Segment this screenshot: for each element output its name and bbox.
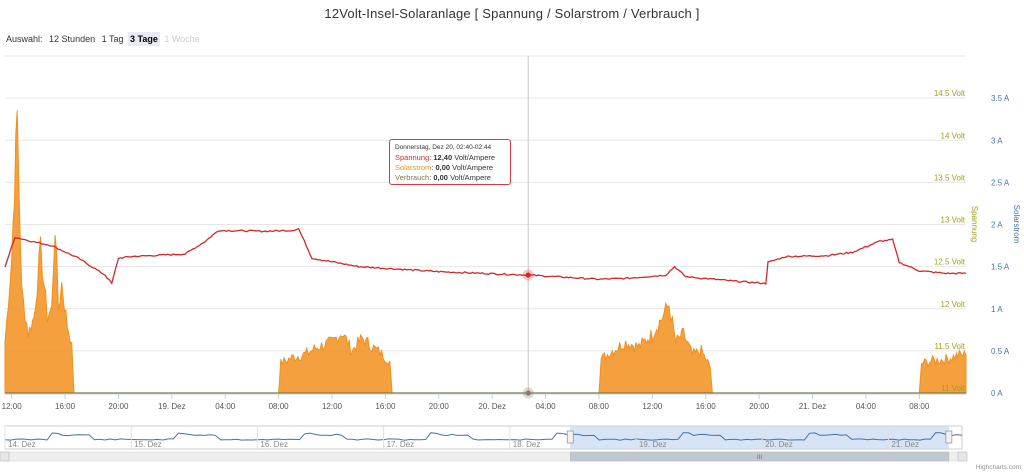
x-tick-label: 12:00 <box>642 402 663 411</box>
x-tick-label: 16:00 <box>696 402 717 411</box>
scrollbar-left-arrow <box>0 451 10 462</box>
tooltip-series-name: Spannung <box>395 153 430 162</box>
range-button-1w[interactable]: 1 Woche <box>164 34 200 44</box>
y-tick-label-volt: 12.5 Volt <box>934 258 966 267</box>
scrollbar-thumb <box>569 451 950 462</box>
navigator[interactable]: 14. Dez 15. Dez 16. Dez 17. Dez 18. Dez 19. D… <box>0 425 968 462</box>
tooltip-header: Donnerstag, Dez 20, 02:40-02:44 <box>395 144 492 151</box>
y-tick-label-ampere: 1.5 A <box>991 263 1010 272</box>
navigator-label: 19. Dez <box>639 440 667 449</box>
y-tick-label-volt: 13.5 Volt <box>934 173 966 182</box>
tooltip: Donnerstag, Dez 20, 02:40-02:44 Spannung… <box>389 139 511 185</box>
credits-link[interactable]: Highcharts.com <box>975 464 1021 471</box>
solarstrom-area <box>598 301 713 394</box>
axes: 11 Volt 11.5 Volt 12 Volt 12.5 Volt 13 Volt 1… <box>2 89 1021 411</box>
navigator-label: 20. Dez <box>765 440 793 449</box>
y-tick-label-ampere: 2.5 A <box>991 178 1010 187</box>
navigator-series <box>4 432 963 441</box>
x-tick-label: 04:00 <box>856 402 877 411</box>
x-tick-label: 20. Dez <box>478 402 506 411</box>
tooltip-series-name: Verbrauch <box>395 173 430 182</box>
tooltip-unit: Volt/Ampere <box>450 173 491 182</box>
solarstrom-area <box>918 348 967 394</box>
x-tick-label: 08:00 <box>269 402 290 411</box>
tooltip-unit: Volt/Ampere <box>452 163 493 172</box>
navigator-selection <box>570 426 949 449</box>
navigator-label: 15. Dez <box>134 440 162 449</box>
x-tick-label: 12:00 <box>2 402 23 411</box>
scrollbar-grip: III <box>757 455 762 461</box>
navigator-handle <box>566 430 574 444</box>
x-tick-label: 21. Dez <box>799 402 827 411</box>
x-tick-label: 16:00 <box>375 402 396 411</box>
y-tick-label-volt: 11 Volt <box>941 384 966 393</box>
tooltip-row-spannung: Spannung: 12,40 Volt/Ampere <box>395 153 496 162</box>
y-tick-label-volt: 13 Volt <box>941 216 966 225</box>
tooltip-row-solarstrom: Solarstrom: 0,00 Volt/Ampere <box>395 163 493 172</box>
navigator-handle <box>945 430 953 444</box>
navigator-label: 14. Dez <box>8 440 36 449</box>
tooltip-series-name: Solarstrom <box>395 163 432 172</box>
navigator-label: 18. Dez <box>513 440 541 449</box>
solarstrom-area <box>4 110 75 394</box>
range-selector-label: Auswahl: <box>6 34 43 44</box>
tooltip-row-verbrauch: Verbrauch: 0,00 Volt/Ampere <box>395 173 491 182</box>
tooltip-unit: Volt/Ampere <box>454 153 496 162</box>
x-tick-label: 16:00 <box>55 402 76 411</box>
navigator-label: 21. Dez <box>891 440 919 449</box>
y-tick-label-ampere: 3 A <box>991 136 1003 145</box>
spannung-hover-marker <box>525 272 531 278</box>
x-tick-label: 04:00 <box>536 402 557 411</box>
y-tick-label-volt: 14 Volt <box>941 131 966 140</box>
x-tick-label: 08:00 <box>589 402 610 411</box>
chart-title: 12Volt-Insel-Solaranlage [ Spannung / So… <box>324 6 700 21</box>
series-line-layer <box>4 227 967 394</box>
x-tick-label: 19. Dez <box>158 402 186 411</box>
x-tick-label: 08:00 <box>909 402 930 411</box>
tooltip-series-value: 12,40 <box>433 153 453 162</box>
range-button-1d[interactable]: 1 Tag <box>101 34 124 44</box>
y-tick-label-ampere: 1 A <box>991 305 1003 314</box>
spannung-line <box>4 227 967 286</box>
grid <box>5 55 966 394</box>
solarstrom-area <box>278 333 393 394</box>
range-selector: Auswahl: 12 Stunden 1 Tag 3 Tage 1 Woche <box>6 32 202 46</box>
x-tick-label: 20:00 <box>749 402 770 411</box>
solarstrom-area-layer <box>4 110 967 394</box>
x-tick-label: 20:00 <box>429 402 450 411</box>
y-tick-label-volt: 11.5 Volt <box>934 342 965 351</box>
scrollbar-right-arrow <box>957 451 968 462</box>
range-button-3d[interactable]: 3 Tage <box>127 32 160 46</box>
y-tick-label-ampere: 0 A <box>991 389 1003 398</box>
y-tick-label-volt: 14.5 Volt <box>934 89 966 98</box>
x-tick-label: 20:00 <box>108 402 129 411</box>
navigator-label: 16. Dez <box>260 440 288 449</box>
crosshair <box>522 56 534 399</box>
x-tick-label: 04:00 <box>215 402 236 411</box>
y-tick-label-ampere: 3.5 A <box>991 94 1010 103</box>
x-tick-label: 12:00 <box>322 402 343 411</box>
tooltip-series-value: 0,00 <box>435 163 451 172</box>
range-button-12h[interactable]: 12 Stunden <box>49 34 96 44</box>
y-tick-label-volt: 12 Volt <box>941 300 966 309</box>
y-tick-label-ampere: 0.5 A <box>991 347 1010 356</box>
y-axis-title-spannung: Spannung <box>970 206 979 242</box>
tooltip-series-value: 0,00 <box>433 173 448 182</box>
y-tick-label-ampere: 2 A <box>991 221 1003 230</box>
y-axis-title-solarstrom: Solarstrom <box>1012 205 1021 244</box>
navigator-label: 17. Dez <box>387 440 415 449</box>
solarstrom-hover-marker <box>525 390 531 396</box>
